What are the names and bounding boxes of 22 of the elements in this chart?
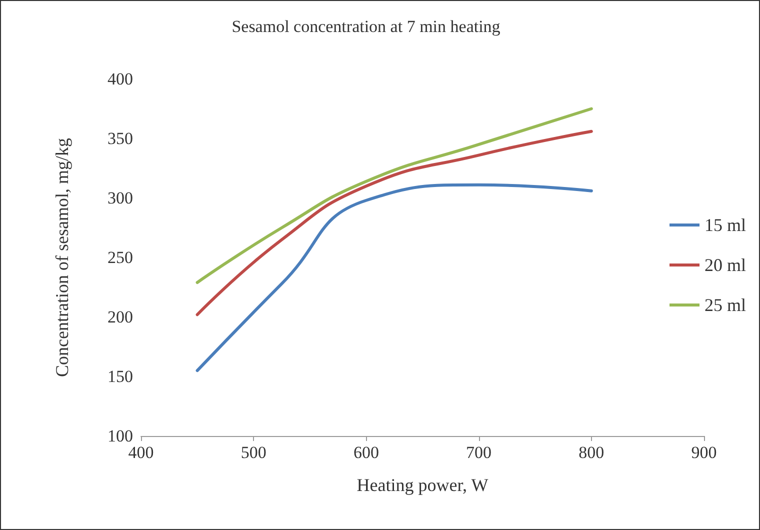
y-tick-label: 200 (108, 308, 133, 326)
y-axis-title: Concentration of sesamol, mg/kg (52, 138, 72, 377)
x-tick-label: 500 (240, 443, 266, 462)
line-series (196, 107, 593, 284)
x-axis-title: Heating power, W (356, 475, 488, 495)
x-tick-label: 800 (578, 443, 604, 462)
y-tick-label: 100 (108, 426, 133, 446)
x-tick-label: 400 (128, 443, 154, 462)
line-series (196, 130, 593, 316)
y-tick-label: 250 (108, 248, 133, 267)
x-tick-label: 700 (466, 443, 492, 462)
y-tick-label: 150 (108, 367, 133, 386)
y-tick-label: 300 (108, 188, 133, 208)
chart-title: Sesamol concentration at 7 min heating (232, 17, 501, 36)
line-series (196, 183, 593, 372)
legend-label: 25 ml (704, 295, 746, 315)
x-tick-label: 900 (691, 443, 717, 462)
legend-label: 20 ml (704, 255, 746, 275)
legend-label: 15 ml (704, 215, 746, 235)
x-tick-label: 600 (353, 443, 379, 462)
y-tick-label: 350 (108, 129, 133, 148)
y-tick-label: 400 (108, 70, 133, 88)
